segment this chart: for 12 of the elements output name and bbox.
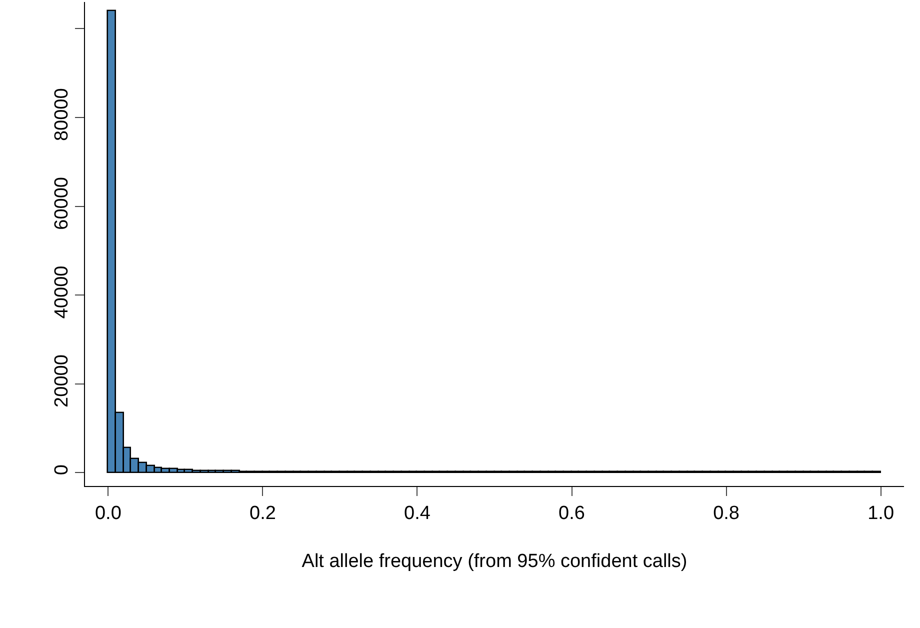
y-tick-label: 0 bbox=[51, 464, 72, 476]
y-tick-label: 60000 bbox=[51, 176, 72, 230]
x-tick-label: 0.6 bbox=[558, 502, 585, 524]
y-tick-label: 40000 bbox=[51, 266, 72, 319]
x-axis-title: Alt allele frequency (from 95% confident calls) bbox=[302, 550, 688, 572]
x-tick-label: 0.4 bbox=[404, 502, 431, 524]
y-tick-label: 80000 bbox=[51, 88, 72, 142]
x-tick-label: 1.0 bbox=[868, 502, 894, 524]
y-tick-label: 20000 bbox=[51, 354, 72, 408]
x-tick-label: 0.0 bbox=[94, 502, 122, 524]
x-tick-label: 0.2 bbox=[250, 502, 276, 524]
x-tick-label: 0.8 bbox=[713, 502, 740, 524]
